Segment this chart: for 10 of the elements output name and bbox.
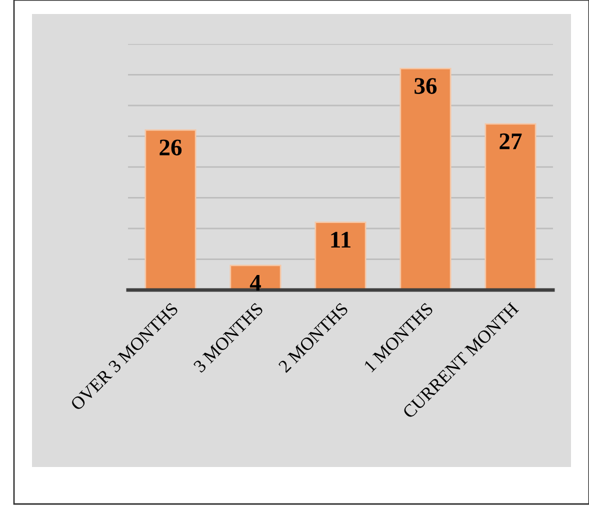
data-label: 11 <box>331 232 350 248</box>
data-label: 27 <box>500 133 522 150</box>
data-label: 4 <box>250 274 261 291</box>
bar <box>484 123 536 290</box>
bar <box>400 68 452 290</box>
bar <box>144 129 196 290</box>
bar <box>314 222 366 290</box>
data-label: 36 <box>414 78 437 94</box>
bar <box>230 264 282 290</box>
data-label: 26 <box>160 140 182 156</box>
